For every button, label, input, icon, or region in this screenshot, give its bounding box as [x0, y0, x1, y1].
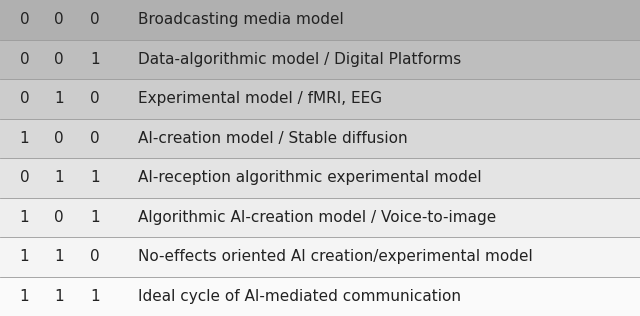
Text: 0: 0: [19, 91, 29, 106]
Text: 1: 1: [19, 249, 29, 264]
Text: 0: 0: [90, 12, 100, 27]
Text: Algorithmic AI-creation model / Voice-to-image: Algorithmic AI-creation model / Voice-to…: [138, 210, 496, 225]
Text: 0: 0: [54, 12, 64, 27]
Bar: [0, 198, 640, 237]
Text: 0: 0: [19, 12, 29, 27]
Bar: [0, 276, 640, 316]
Text: 0: 0: [54, 210, 64, 225]
Bar: [0, 158, 640, 198]
Bar: [0, 0, 640, 40]
Text: 1: 1: [19, 210, 29, 225]
Text: 1: 1: [54, 91, 64, 106]
Text: 1: 1: [54, 289, 64, 304]
Text: 1: 1: [19, 289, 29, 304]
Text: AI-creation model / Stable diffusion: AI-creation model / Stable diffusion: [138, 131, 407, 146]
Text: 1: 1: [90, 210, 100, 225]
Text: Data-algorithmic model / Digital Platforms: Data-algorithmic model / Digital Platfor…: [138, 52, 461, 67]
Bar: [0, 79, 640, 118]
Text: 0: 0: [54, 52, 64, 67]
Text: Experimental model / fMRI, EEG: Experimental model / fMRI, EEG: [138, 91, 381, 106]
Text: 0: 0: [54, 131, 64, 146]
Text: 1: 1: [54, 249, 64, 264]
Text: 1: 1: [90, 170, 100, 185]
Text: AI-reception algorithmic experimental model: AI-reception algorithmic experimental mo…: [138, 170, 481, 185]
Text: 0: 0: [19, 52, 29, 67]
Bar: [0, 237, 640, 276]
Bar: [0, 40, 640, 79]
Bar: [0, 118, 640, 158]
Text: 1: 1: [90, 52, 100, 67]
Text: Ideal cycle of AI-mediated communication: Ideal cycle of AI-mediated communication: [138, 289, 461, 304]
Text: No-effects oriented AI creation/experimental model: No-effects oriented AI creation/experime…: [138, 249, 532, 264]
Text: 0: 0: [90, 249, 100, 264]
Text: 1: 1: [19, 131, 29, 146]
Text: 1: 1: [54, 170, 64, 185]
Text: 0: 0: [90, 91, 100, 106]
Text: 1: 1: [90, 289, 100, 304]
Text: 0: 0: [19, 170, 29, 185]
Text: Broadcasting media model: Broadcasting media model: [138, 12, 343, 27]
Text: 0: 0: [90, 131, 100, 146]
